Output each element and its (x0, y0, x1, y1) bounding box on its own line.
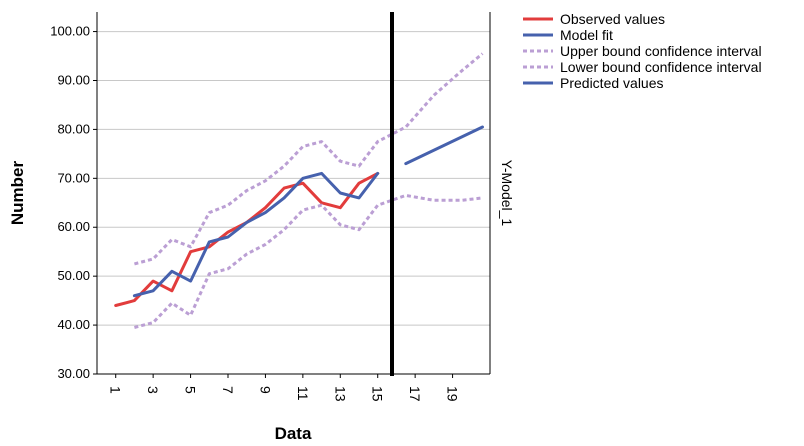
series-line-upper-bound-confidence-interval (134, 52, 484, 266)
y-tick-label: 70.00 (57, 170, 90, 185)
x-tick-label: 17 (407, 386, 423, 402)
y-tick-label: 60.00 (57, 219, 90, 234)
y-tick-label: 50.00 (57, 268, 90, 283)
legend-label-observed-values: Observed values (560, 11, 665, 27)
x-tick-label: 9 (257, 386, 273, 394)
y-tick-label: 80.00 (57, 121, 90, 136)
legend-label-predicted-values: Predicted values (560, 75, 664, 91)
x-axis-title: Data (275, 424, 312, 441)
y-tick-label: 30.00 (57, 366, 90, 381)
series-layer (114, 52, 484, 329)
x-tick-label: 15 (370, 386, 386, 402)
series-line-lower-bound-confidence-interval (134, 193, 483, 329)
legend-label-upper-bound-confidence-interval: Upper bound confidence interval (560, 43, 762, 59)
y-tick-label: 40.00 (57, 317, 90, 332)
series-line-observed-values (114, 171, 380, 307)
x-tick-label: 19 (445, 386, 461, 402)
x-tick-label: 3 (145, 386, 161, 394)
series-line-model-fit (132, 171, 380, 298)
y-tick-label: 90.00 (57, 72, 90, 87)
y-tick-label: 100.00 (50, 24, 90, 39)
x-tick-label: 13 (332, 386, 348, 402)
x-tick-label: 5 (183, 386, 199, 394)
x-tick-label: 11 (295, 386, 311, 401)
y-axis-title: Number (8, 161, 27, 226)
legend-label-model-fit: Model fit (560, 27, 613, 43)
x-tick-label: 1 (108, 386, 124, 394)
series-line-predicted-values (404, 125, 484, 166)
legend-label-lower-bound-confidence-interval: Lower bound confidence interval (560, 59, 762, 75)
axis-layer (96, 12, 491, 375)
right-axis-label: Y-Model_1 (499, 160, 515, 227)
grid-layer (97, 31, 490, 326)
tick-layer: 30.00 40.00 50.00 60.00 70.00 80.00 90.00 100.0… (50, 24, 460, 402)
x-tick-label: 7 (220, 386, 236, 394)
